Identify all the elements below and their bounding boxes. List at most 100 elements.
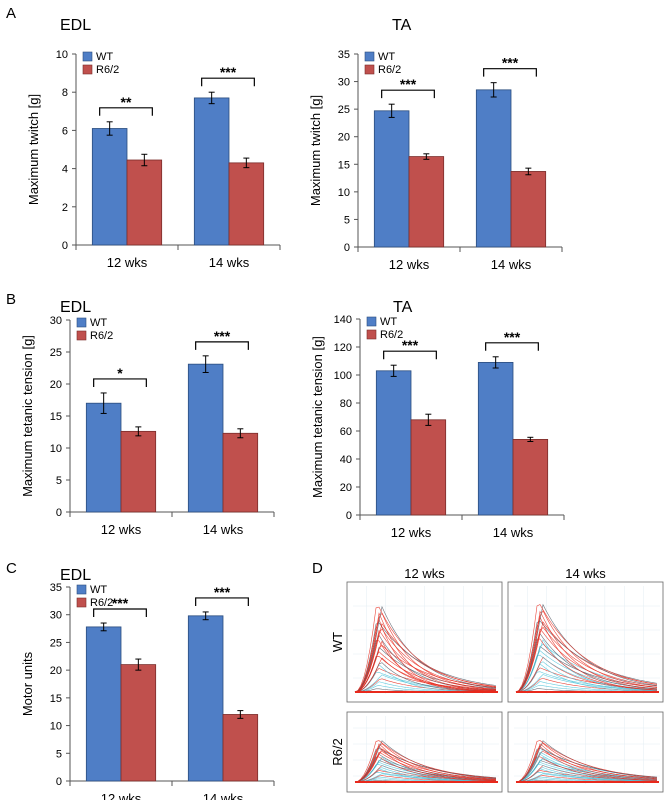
legend-swatch-wt <box>364 51 375 62</box>
significance-bracket <box>485 342 539 351</box>
chart-title: TA <box>393 299 413 316</box>
legend-label-r62: R6/2 <box>96 64 119 76</box>
y-tick-label: 0 <box>344 242 350 254</box>
bar-wt <box>85 402 122 513</box>
trace-line <box>515 626 658 693</box>
significance-label: *** <box>112 595 129 611</box>
legend-label-r62: R6/2 <box>90 597 113 609</box>
panel-letter-a: A <box>6 5 16 22</box>
y-axis-label: Motor units <box>20 651 35 716</box>
significance-label: *** <box>214 584 231 600</box>
bar-r62 <box>510 171 547 248</box>
trace-line <box>354 622 497 693</box>
y-tick-label: 20 <box>340 482 352 494</box>
x-tick-label: 14 wks <box>209 255 250 270</box>
y-tick-label: 25 <box>338 104 350 116</box>
significance-label: *** <box>220 64 237 80</box>
y-tick-label: 60 <box>340 426 352 438</box>
significance-bracket <box>381 89 435 99</box>
y-axis-label: Maximum twitch [g] <box>308 95 323 206</box>
bar-r62 <box>222 432 259 513</box>
trace-line <box>515 756 658 783</box>
trace-cell <box>346 581 503 703</box>
y-tick-label: 0 <box>62 240 68 252</box>
significance-bracket <box>93 608 147 618</box>
y-tick-label: 4 <box>62 164 68 176</box>
bar-wt <box>85 626 122 782</box>
significance-bracket <box>93 378 147 387</box>
trace-line <box>354 640 497 693</box>
trace-line <box>354 628 497 693</box>
y-tick-label: 2 <box>62 202 68 214</box>
y-tick-label: 80 <box>340 398 352 410</box>
trace-line <box>515 743 658 783</box>
bar-wt <box>187 363 224 513</box>
significance-label: *** <box>504 329 521 345</box>
y-tick-label: 20 <box>50 379 62 391</box>
legend-label-r62: R6/2 <box>90 330 113 342</box>
bar-wt <box>187 615 224 782</box>
legend-swatch-r62 <box>76 330 87 341</box>
trace-cell <box>507 581 664 703</box>
panel-letter-b: B <box>6 291 16 308</box>
y-tick-label: 15 <box>338 159 350 171</box>
y-tick-label: 5 <box>344 214 350 226</box>
legend-swatch-wt <box>82 51 93 62</box>
bar-wt <box>375 370 412 516</box>
significance-label: * <box>117 365 123 381</box>
bar-wt <box>91 128 128 246</box>
y-axis-label: Maximum twitch [g] <box>26 94 41 205</box>
legend-label-r62: R6/2 <box>378 64 401 76</box>
bar-r62 <box>408 156 445 248</box>
legend-swatch-r62 <box>82 64 93 75</box>
trace-line <box>354 612 497 693</box>
y-tick-label: 30 <box>338 77 350 89</box>
trace-line <box>515 639 658 693</box>
y-tick-label: 0 <box>56 507 62 519</box>
y-axis-label: Maximum tetanic tension [g] <box>310 336 325 498</box>
y-tick-label: 0 <box>56 776 62 788</box>
chart-0: EDL 0 2 4 6 8 10 Maximum twitch [g] 12 wks ** 14 w… <box>26 17 281 270</box>
significance-bracket <box>483 68 537 77</box>
bar-r62 <box>410 419 447 516</box>
y-tick-label: 5 <box>56 748 62 760</box>
trace-line <box>515 654 658 693</box>
x-tick-label: 12 wks <box>107 255 148 270</box>
y-tick-label: 35 <box>50 582 62 594</box>
trace-line <box>354 740 497 783</box>
y-tick-label: 10 <box>50 721 62 733</box>
trace-line <box>354 751 497 783</box>
y-tick-label: 35 <box>338 49 350 61</box>
y-tick-label: 15 <box>50 411 62 423</box>
x-tick-label: 14 wks <box>203 522 244 537</box>
significance-label: *** <box>502 55 519 71</box>
trace-panels: 12 wks 14 wks WT R6/2 <box>330 566 664 793</box>
y-tick-label: 30 <box>50 610 62 622</box>
legend-swatch-wt <box>76 317 87 328</box>
chart-3: TA 0 20 40 60 80 100 120 140 Maximum tetanic tens… <box>310 299 565 540</box>
legend-label-wt: WT <box>380 316 397 328</box>
y-tick-label: 100 <box>334 370 352 382</box>
trace-line <box>515 750 658 783</box>
x-tick-label: 14 wks <box>203 791 244 800</box>
bar-r62 <box>512 438 549 516</box>
bar-wt <box>477 361 514 516</box>
x-tick-label: 12 wks <box>389 257 430 272</box>
trace-cell <box>346 711 503 793</box>
chart-title: EDL <box>60 567 91 584</box>
bar-r62 <box>228 162 265 246</box>
y-tick-label: 20 <box>338 132 350 144</box>
trace-line <box>515 603 658 693</box>
y-tick-label: 10 <box>50 443 62 455</box>
legend-swatch-r62 <box>366 329 377 340</box>
legend-swatch-r62 <box>364 64 375 75</box>
legend-swatch-r62 <box>76 597 87 608</box>
legend-label-wt: WT <box>90 317 107 329</box>
significance-bracket <box>99 107 153 116</box>
significance-bracket <box>383 350 437 360</box>
x-tick-label: 14 wks <box>491 257 532 272</box>
trace-line <box>354 605 497 693</box>
trace-line <box>515 740 658 783</box>
